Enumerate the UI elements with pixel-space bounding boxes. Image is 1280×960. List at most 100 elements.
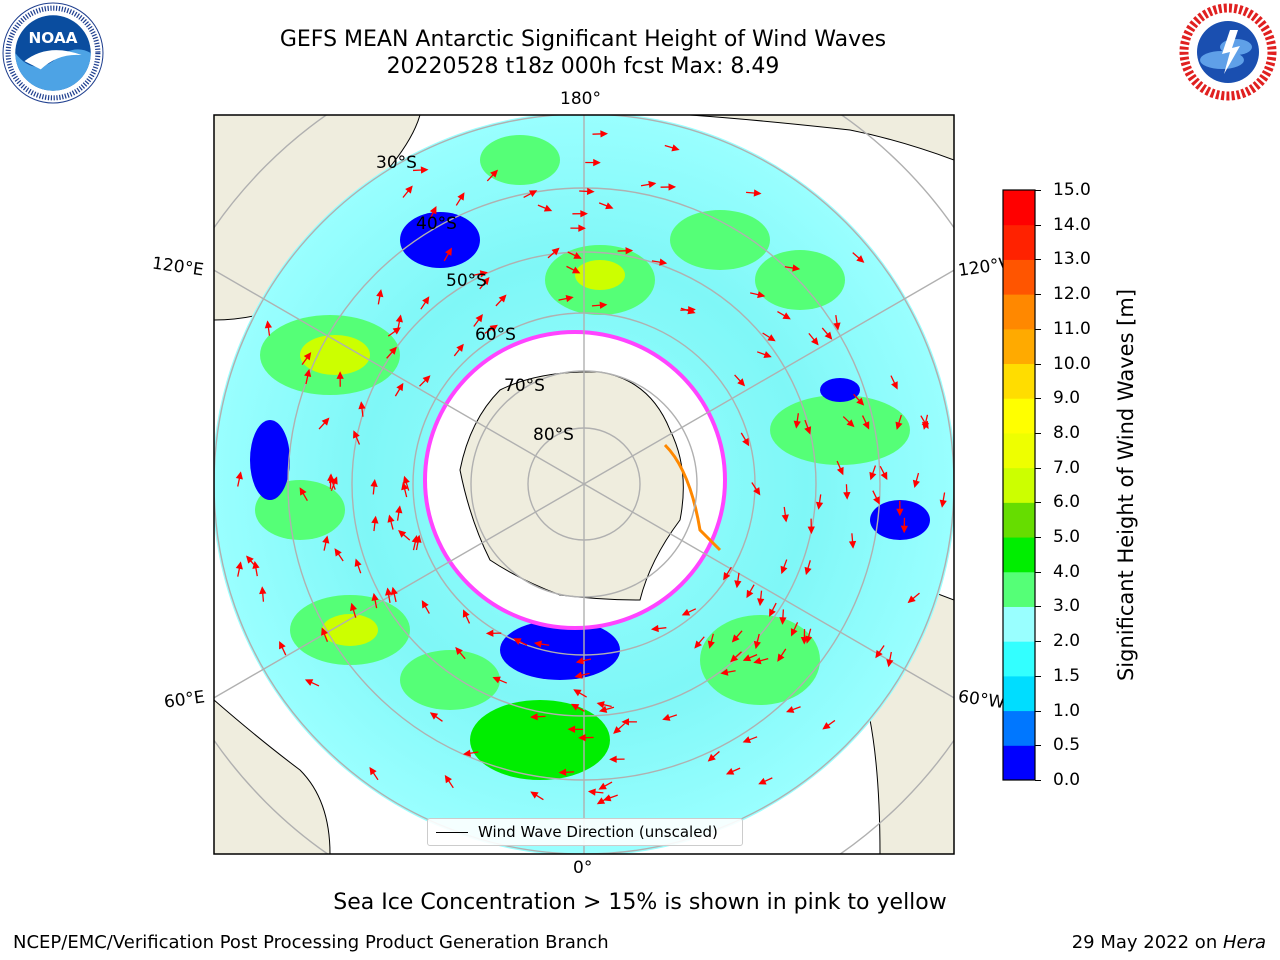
wave-direction-arrowhead — [327, 473, 335, 482]
wave-direction-arrowhead — [720, 668, 729, 676]
wave-direction-arrowhead — [757, 291, 766, 299]
colorbar-tick-label: 3.0 — [1053, 596, 1081, 617]
wave-direction-arrowhead — [723, 571, 731, 581]
wave-direction-arrowhead — [836, 466, 844, 476]
colorbar-block — [1003, 502, 1035, 538]
wave-direction-arrowhead — [371, 592, 379, 602]
lat-label-70s: 70°S — [504, 376, 545, 396]
wave-direction-arrowhead — [571, 266, 581, 274]
wave-direction-arrowhead — [753, 657, 762, 665]
wave-direction-arrowhead — [907, 595, 916, 604]
footer-host: Hera — [1222, 932, 1266, 953]
colorbar-tick-label: 6.0 — [1053, 492, 1081, 513]
wave-direction-arrowhead — [731, 634, 740, 643]
wave-direction-arrowhead — [758, 777, 767, 785]
wave-direction-arrowhead — [753, 487, 761, 496]
wave-height-patches — [250, 135, 930, 780]
colorbar-tick-label: 0.0 — [1053, 770, 1081, 790]
wave-direction-arrowhead — [742, 437, 750, 447]
wave-direction-arrowhead — [490, 169, 498, 178]
footer-branch: NCEP/EMC/Verification Post Processing Pr… — [13, 932, 609, 953]
wave-direction-arrowhead — [462, 609, 470, 618]
wave-direction-arrowhead — [600, 130, 608, 138]
colorbar-block — [1003, 259, 1035, 295]
wave-direction-arrowhead — [456, 343, 464, 352]
wave-direction-arrowhead — [376, 289, 384, 298]
wave-direction-arrowhead — [869, 471, 877, 481]
wave-direction-arrowhead — [599, 301, 608, 309]
wave-direction-arrowhead — [353, 430, 360, 439]
colorbar-block — [1003, 363, 1035, 399]
wave-direction-arrowhead — [385, 587, 393, 596]
wave-direction-arrowhead — [846, 419, 855, 428]
colorbar-tick-mark — [1035, 190, 1041, 191]
colorbar-tick-mark — [1035, 675, 1041, 677]
wave-direction-arrowhead — [235, 471, 243, 480]
colorbar-tick-mark — [1035, 259, 1041, 261]
wave-direction-arrowhead — [354, 558, 362, 567]
wave-direction-arrowhead — [422, 375, 431, 384]
wave-direction-arrowhead — [593, 158, 601, 167]
colorbar-tick-mark — [1035, 641, 1041, 643]
wave-direction-arrowhead — [662, 713, 671, 721]
wave-direction-arrowhead — [596, 701, 605, 709]
colorbar-block — [1003, 328, 1035, 365]
wave-direction-arrowhead — [613, 726, 622, 734]
wave-direction-arrowhead — [371, 515, 379, 524]
wave-direction-arrowhead — [800, 636, 809, 645]
wave-direction-arrowhead — [807, 526, 815, 535]
wave-direction-arrowhead — [939, 499, 947, 508]
colorbar-tick-mark — [1035, 467, 1041, 469]
noaa-logo-icon: NOAA — [2, 2, 104, 104]
wave-direction-arrowhead — [580, 210, 588, 218]
wave-direction-arrowhead — [304, 368, 312, 378]
wave-direction-arrowhead — [444, 774, 452, 784]
colorbar-tick-mark — [1035, 780, 1041, 781]
colorbar-tick-label: 11.0 — [1053, 318, 1091, 339]
colorbar-block — [1003, 710, 1035, 746]
colorbar-tick-label: 1.5 — [1053, 665, 1081, 686]
wave-direction-arrowhead — [781, 514, 789, 523]
wave-direction-arrowhead — [668, 183, 677, 191]
colorbar-tick-mark — [1035, 363, 1041, 365]
footer-date: 29 May 2022 on Hera — [1072, 932, 1266, 953]
colorbar-tick-label: 7.0 — [1053, 457, 1081, 478]
wave-direction-arrowhead — [574, 671, 583, 679]
colorbar-tick-mark — [1035, 710, 1041, 712]
wave-direction-arrowhead — [737, 378, 746, 387]
wave-direction-arrowhead — [235, 561, 243, 570]
colorbar-tick-label: 2.0 — [1053, 631, 1081, 652]
wave-direction-arrowhead — [746, 589, 754, 599]
lon-label-180: 180° — [560, 89, 601, 109]
wave-direction-arrowhead — [370, 479, 378, 487]
wave-direction-arrowhead — [421, 600, 429, 609]
wave-direction-arrowhead — [414, 534, 422, 543]
wave-direction-arrowhead — [567, 725, 576, 733]
map-title: GEFS MEAN Antarctic Significant Height o… — [279, 27, 887, 52]
lat-label-30s: 30°S — [376, 153, 417, 173]
wave-direction-arrowhead — [455, 646, 463, 656]
wave-direction-arrowhead — [334, 548, 342, 557]
wave-direction-arrowhead — [358, 401, 366, 410]
wave-direction-arrowhead — [303, 352, 312, 361]
colorbar-tick-label: 12.0 — [1053, 284, 1091, 305]
wave-direction-arrowhead — [792, 264, 801, 272]
national-weather-service-logo-icon — [1179, 3, 1277, 101]
colorbar-tick-mark — [1035, 432, 1041, 434]
footer-date-text: 29 May 2022 on — [1071, 932, 1223, 953]
wave-direction-arrowhead — [742, 654, 752, 662]
wave-direction-arrowhead — [763, 351, 772, 358]
wave-direction-arrowhead — [420, 166, 429, 174]
wave-direction-arrowhead — [843, 491, 851, 500]
wave-direction-arrowhead — [422, 296, 430, 305]
wave-direction-arrowhead — [530, 791, 539, 799]
colorbar-block — [1003, 294, 1035, 330]
wave-direction-arrowhead — [387, 514, 395, 523]
wave-direction-arrowhead — [856, 397, 865, 406]
wave-direction-arrowhead — [707, 640, 715, 649]
colorbar-tick-mark — [1035, 502, 1041, 504]
colorbar-block — [1003, 537, 1035, 573]
map-frame — [213, 114, 955, 855]
colorbar-tick-mark — [1035, 606, 1041, 608]
wave-direction-arrowhead — [462, 749, 471, 757]
